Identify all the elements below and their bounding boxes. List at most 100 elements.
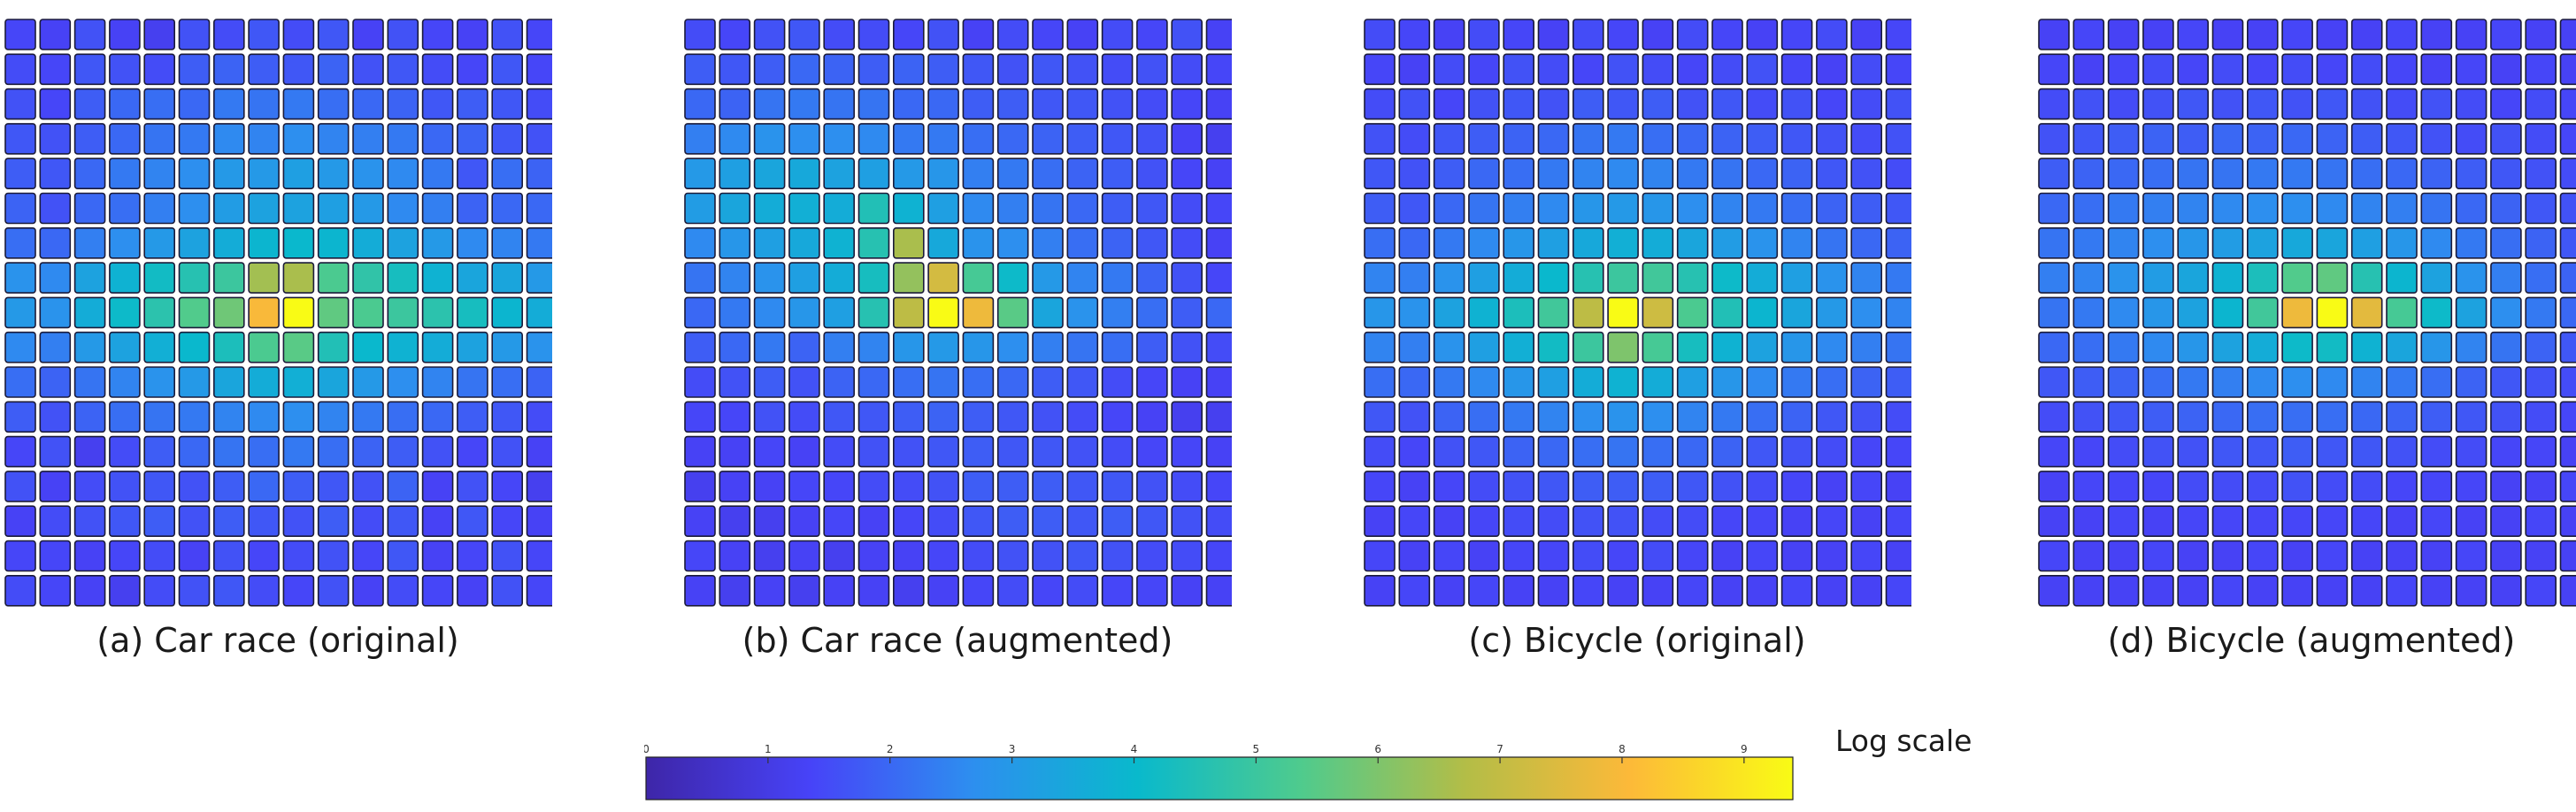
heatmap-cell-r2-c0 [684,88,716,120]
heatmap-cell-r10-c5 [178,366,211,398]
heatmap-cell-r13-c2 [1433,471,1465,502]
heatmap-cell-r12-c4 [1503,435,1534,468]
heatmap-cell-r11-c6 [893,401,925,433]
heatmap-cell-r10-c6 [1573,366,1604,398]
heatmap-cell-r9-c5 [2211,331,2244,364]
heatmap-cell-r11-c7 [248,401,280,433]
heatmap-cell-r14-c7 [1607,505,1639,538]
heatmap-cell-r4-c2 [1433,157,1465,189]
heatmap-cell-r11-c4 [823,401,855,433]
heatmap-cell-r16-c12 [1780,574,1813,607]
heatmap-cell-r2-c9 [1676,88,1709,120]
heatmap-cell-r3-c6 [1573,123,1604,155]
heatmap-cell-r14-c10 [352,505,384,538]
heatmap-cell-r12-c3 [109,435,141,468]
heatmap-cell-r3-c14 [2525,123,2557,155]
colorbar-tick-label: 6 [1374,743,1381,755]
heatmap-cell-r2-c11 [1746,88,1779,120]
heatmap-cell-r5-c12 [2455,192,2488,225]
heatmap-cell-r12-c12 [1101,435,1134,468]
heatmap-cell-r3-c1 [2072,123,2105,155]
heatmap-cell-r0-c13 [457,19,488,50]
heatmap-cell-r6-c6 [2247,227,2279,259]
heatmap-cell-r8-c15 [526,296,552,329]
heatmap-cell-r5-c1 [2072,192,2105,225]
heatmap-grid [4,19,552,607]
heatmap-cell-r8-c12 [1101,296,1134,329]
heatmap-cell-r15-c3 [788,540,820,572]
heatmap-cell-r16-c14 [1850,574,1883,607]
heatmap-cell-r16-c4 [1503,574,1534,607]
heatmap-cell-r8-c11 [2420,296,2453,329]
heatmap-cell-r14-c11 [1746,505,1779,538]
heatmap-cell-r13-c8 [1642,471,1674,502]
heatmap-cell-r12-c3 [788,435,820,468]
heatmap-cell-r11-c3 [109,401,141,433]
heatmap-cell-r4-c1 [2072,157,2105,189]
heatmap-cell-r1-c3 [1468,53,1500,86]
heatmap-cell-r1-c6 [2247,53,2279,86]
heatmap-cell-r10-c9 [1676,366,1709,398]
heatmap-cell-r8-c4 [143,296,175,329]
heatmap-cell-r14-c10 [1711,505,1743,538]
heatmap-cell-r11-c15 [2559,401,2576,433]
heatmap-cell-r3-c7 [248,123,280,155]
heatmap-cell-r7-c13 [457,262,488,294]
heatmap-cell-r9-c8 [2316,331,2349,364]
heatmap-cell-r2-c2 [73,88,106,120]
heatmap-cell-r2-c14 [491,88,524,120]
heatmap-cell-r0-c1 [719,19,751,50]
heatmap-cell-r4-c5 [1537,157,1570,189]
panel-caption: (d) Bicycle (augmented) [2107,621,2516,660]
heatmap-cell-r5-c4 [1503,192,1534,225]
heatmap-cell-r10-c4 [823,366,855,398]
heatmap-cell-r16-c9 [1676,574,1709,607]
heatmap-cell-r9-c13 [2490,331,2522,364]
heatmap-cell-r8-c7 [248,296,280,329]
heatmap-cell-r3-c0 [1364,123,1396,155]
heatmap-cell-r8-c14 [491,296,524,329]
heatmap-cell-r16-c0 [4,574,36,607]
heatmap-cell-r5-c14 [491,192,524,225]
heatmap-cell-r4-c12 [421,157,454,189]
heatmap-cell-r15-c2 [1433,540,1465,572]
heatmap-cell-r4-c0 [2038,157,2070,189]
heatmap-cell-r13-c11 [387,471,419,502]
heatmap-cell-r9-c2 [753,331,786,364]
heatmap-cell-r8-c12 [2455,296,2488,329]
heatmap-cell-r4-c2 [73,157,106,189]
heatmap-cell-r9-c8 [962,331,995,364]
heatmap-cell-r8-c15 [2559,296,2576,329]
heatmap-cell-r1-c12 [421,53,454,86]
heatmap-cell-r2-c6 [893,88,925,120]
heatmap-cell-r14-c2 [2107,505,2140,538]
heatmap-cell-r0-c14 [491,19,524,50]
heatmap-cell-r10-c6 [893,366,925,398]
heatmap-cell-r8-c13 [1816,296,1848,329]
heatmap-cell-r14-c15 [1205,505,1232,537]
heatmap-cell-r7-c11 [2420,262,2453,294]
heatmap-cell-r4-c14 [2525,157,2557,189]
heatmap-cell-r7-c14 [1171,262,1203,294]
heatmap-cell-r3-c7 [927,123,959,155]
heatmap-cell-r9-c15 [526,331,552,364]
heatmap-cell-r3-c2 [73,123,106,155]
heatmap-cell-r7-c4 [823,262,855,294]
heatmap-cell-r10-c9 [317,366,350,398]
heatmap-cell-r13-c5 [2211,471,2244,502]
heatmap-cell-r0-c1 [2072,19,2105,50]
heatmap-cell-r8-c2 [1433,296,1465,329]
heatmap-cell-r5-c6 [2247,192,2279,225]
heatmap-cell-r13-c2 [753,471,786,502]
heatmap-cell-r6-c12 [421,227,454,259]
heatmap-cell-r0-c11 [2420,19,2453,50]
heatmap-cell-r3-c13 [1816,123,1848,155]
heatmap-cell-r6-c8 [2316,227,2349,259]
heatmap-cell-r9-c0 [4,331,36,364]
heatmap-cell-r3-c3 [1468,123,1500,155]
heatmap-cell-r8-c6 [213,296,245,329]
heatmap-cell-r9-c9 [1676,331,1709,364]
heatmap-cell-r14-c4 [1503,505,1534,538]
heatmap-cell-r5-c2 [1433,192,1465,225]
heatmap-cell-r11-c1 [39,401,72,433]
